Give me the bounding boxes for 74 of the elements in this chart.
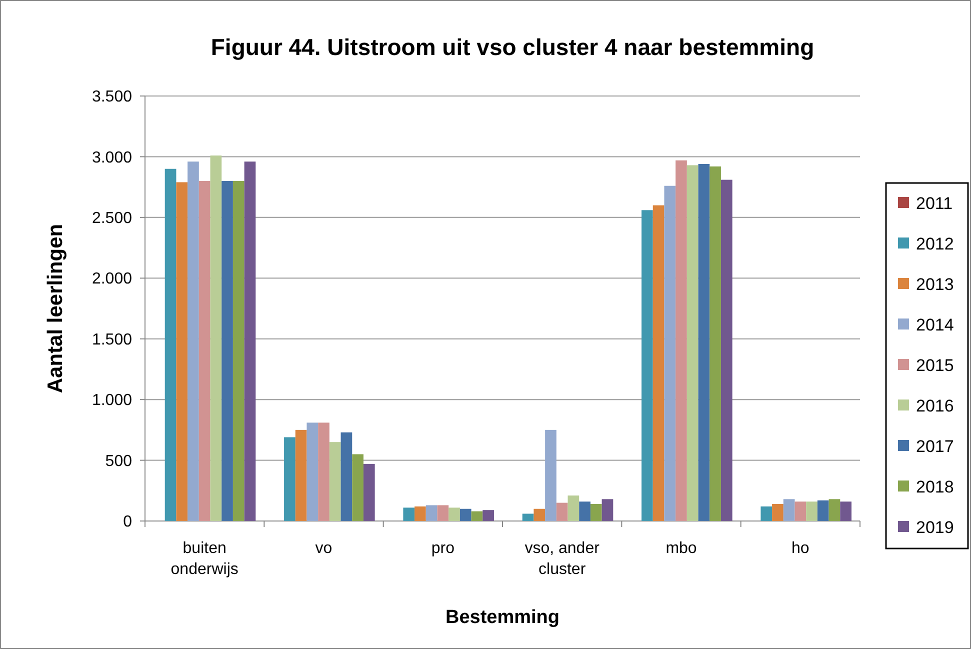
bar: [760, 506, 772, 521]
bar: [482, 510, 494, 521]
x-tick-label: pro: [431, 540, 455, 557]
bar: [806, 502, 818, 521]
bar: [363, 464, 375, 521]
bar: [222, 181, 233, 521]
chart-title: Figuur 44. Uitstroom uit vso cluster 4 naar bestemming: [210, 34, 814, 60]
y-tick-label: 3.000: [92, 149, 132, 166]
legend-label: 2017: [916, 436, 954, 456]
x-tick-label: vso, ander cluster: [524, 540, 600, 578]
bar: [188, 162, 199, 521]
bar: [568, 496, 580, 521]
y-tick-label: 2.500: [92, 210, 132, 228]
bar: [284, 437, 296, 521]
legend-label: 2013: [916, 274, 954, 294]
bar: [232, 181, 244, 521]
y-tick-label: 3.500: [92, 88, 132, 106]
y-axis-title: Aantal leerlingen: [44, 224, 67, 394]
bar: [698, 164, 710, 521]
bar: [426, 505, 438, 521]
bar: [210, 156, 222, 521]
legend-label: 2011: [916, 194, 953, 213]
bar: [448, 508, 460, 521]
bar: [295, 430, 307, 521]
bar: [794, 502, 806, 521]
bar: [817, 500, 829, 521]
bar: [437, 505, 449, 521]
bar: [471, 511, 483, 521]
bar: [720, 180, 732, 521]
bar: [840, 502, 852, 521]
legend-label: 2018: [916, 477, 954, 496]
legend-label: 2015: [916, 356, 954, 375]
bar: [244, 162, 256, 521]
bar: [198, 181, 210, 521]
bar: [579, 502, 590, 521]
bar: [686, 165, 698, 521]
legend-label: 2012: [916, 234, 954, 254]
bar: [306, 422, 318, 521]
bar: [556, 502, 568, 521]
x-axis-title: Bestemming: [445, 607, 560, 628]
legend-label: 2019: [916, 518, 954, 537]
bar: [710, 166, 721, 521]
y-tick-label: 1.000: [92, 392, 132, 410]
bar: [329, 442, 341, 521]
bar: [403, 508, 415, 521]
y-tick-label: 0: [123, 514, 132, 531]
legend-label: 2016: [916, 396, 954, 416]
bar: [772, 504, 784, 521]
bar: [676, 160, 687, 521]
bar: [414, 506, 426, 521]
bar: [545, 430, 556, 521]
bar: [642, 210, 653, 521]
bar: [602, 499, 614, 521]
bar: [460, 508, 472, 521]
bar: [340, 432, 352, 521]
bar: [783, 499, 795, 521]
x-tick-label: mbo: [666, 540, 697, 557]
bar: [664, 186, 676, 521]
bar: [828, 499, 840, 521]
x-tick-label: ho: [792, 540, 810, 557]
bar: [590, 504, 602, 521]
x-tick-label: vo: [315, 540, 332, 557]
bar: [522, 514, 534, 521]
y-tick-label: 1.500: [92, 331, 132, 348]
bar: [652, 205, 664, 521]
y-tick-label: 500: [105, 452, 132, 470]
legend-label: 2014: [916, 315, 954, 334]
bar: [318, 422, 330, 521]
bar: [176, 182, 188, 521]
bar: [534, 508, 546, 521]
y-tick-label: 2.000: [92, 270, 132, 288]
bar: [164, 168, 176, 521]
bar: [352, 454, 364, 521]
x-tick-label: buiten onderwijs: [170, 540, 238, 578]
